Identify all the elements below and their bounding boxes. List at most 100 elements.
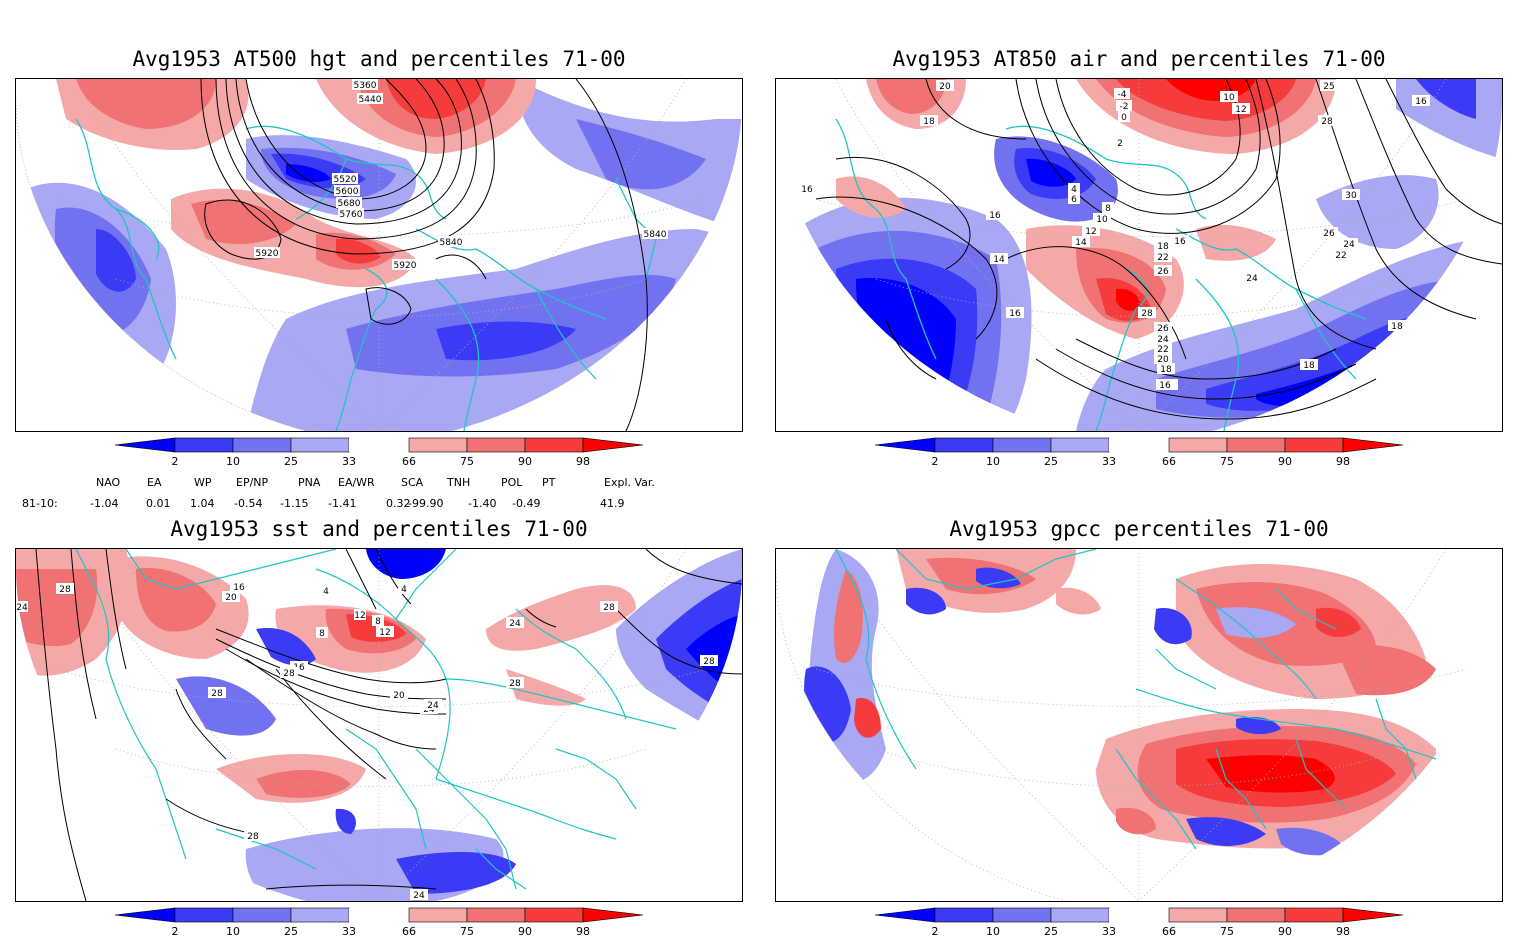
contour-label: 5520	[334, 175, 357, 185]
map-panel-bl: 24 28 16 20 4 8 12 4 8 12 16 20 24 28 28…	[15, 548, 743, 902]
contour-label: 16	[1009, 309, 1021, 319]
contour-label: 18	[1157, 242, 1169, 252]
colorbar-label: 2	[931, 925, 939, 938]
index-header: EA/WR	[338, 476, 375, 489]
colorbar-swatch-2	[992, 437, 1052, 453]
colorbar-label: 33	[342, 455, 356, 468]
index-header: POL	[501, 476, 523, 489]
colorbar-label: 25	[1044, 455, 1058, 468]
colorbar-swatch-0	[114, 907, 176, 923]
colorbar-swatch-2	[232, 907, 292, 923]
colorbar-label: 66	[402, 925, 416, 938]
map-panel-br	[775, 548, 1503, 902]
contour-label: 18	[923, 117, 935, 127]
colorbar-swatch-8	[582, 907, 644, 923]
index-value: 1.04	[190, 497, 215, 510]
contour-label: 20	[1157, 355, 1169, 365]
contour-label: 4	[1071, 185, 1077, 195]
contour-label: 5600	[336, 187, 359, 197]
contour-label: 30	[1345, 191, 1357, 201]
contour-label: 28	[509, 679, 521, 689]
colorbar-label: 66	[402, 455, 416, 468]
contour-label: 12	[1085, 227, 1096, 237]
index-value: 0.32	[386, 497, 411, 510]
contour-label: 5760	[340, 210, 363, 220]
colorbar-label: 98	[1336, 455, 1350, 468]
contour-label: 28	[603, 603, 615, 613]
contour-label: 28	[703, 657, 715, 667]
colorbar-label: 75	[1220, 925, 1234, 938]
index-header: EA	[147, 476, 162, 489]
contour-label: 6	[1071, 195, 1077, 205]
colorbar-label: 25	[284, 455, 298, 468]
contour-label: 28	[59, 585, 71, 595]
contour-label: 24	[509, 619, 521, 629]
colorbar-swatch-5	[408, 437, 468, 453]
contour-label: 12	[1235, 105, 1246, 115]
contour-label: 22	[1335, 251, 1346, 261]
colorbar-label: 90	[518, 455, 532, 468]
colorbar-tl: 2 10 25 33 66 75 90 98	[114, 437, 644, 470]
colorbar-swatch-8	[1342, 437, 1404, 453]
index-header: EP/NP	[236, 476, 269, 489]
colorbar-swatch-4	[1109, 438, 1169, 452]
index-header: TNH	[447, 476, 471, 489]
colorbar-swatch-7	[1284, 907, 1344, 923]
colorbar-swatch-1	[934, 907, 994, 923]
colorbar-swatches	[114, 907, 644, 923]
colorbar-swatch-6	[1226, 437, 1286, 453]
colorbar-swatch-7	[1284, 437, 1344, 453]
colorbar-swatch-0	[114, 437, 176, 453]
map-panel-tr: 20 18 16 16 -4 -2 0 2 4 6 8 10 12 14 16 …	[775, 78, 1503, 432]
contour-label: 10	[1096, 215, 1108, 225]
colorbar-label: 25	[1044, 925, 1058, 938]
colorbar-swatch-0	[874, 437, 936, 453]
contour-label: 24	[1157, 335, 1169, 345]
contour-label: 16	[293, 663, 305, 673]
contour-label: 18	[1303, 361, 1315, 371]
colorbar-swatch-5	[1168, 437, 1228, 453]
contour-label: 18	[1160, 365, 1172, 375]
contour-label: 26	[1323, 229, 1335, 239]
index-value: -1.40	[468, 497, 497, 510]
contour-label: 5920	[256, 249, 279, 259]
panel-title-tl: Avg1953 AT500 hgt and percentiles 71-00	[132, 47, 626, 71]
index-value: -0.54	[234, 497, 263, 510]
contour-label: 8	[1105, 204, 1111, 214]
colorbar-swatches	[874, 907, 1404, 923]
colorbar-swatch-3	[290, 437, 350, 453]
contour-label: 5360	[354, 81, 377, 91]
percentile-shading	[804, 549, 1436, 856]
colorbar-swatch-3	[1050, 907, 1110, 923]
contour-label: 24	[1246, 274, 1258, 284]
contour-labels: 20 18 16 16 -4 -2 0 2 4 6 8 10 12 14 16 …	[798, 80, 1430, 391]
colorbar-label: 2	[931, 455, 939, 468]
index-value: -99.90	[408, 497, 444, 510]
contour-label: 24	[1343, 240, 1355, 250]
contour-labels: 5360 5440 5520 5600 5680 5760 5920 5920 …	[254, 79, 668, 271]
contour-label: 16	[1174, 237, 1186, 247]
colorbar-bl: 2 10 25 33 66 75 90 98	[114, 907, 644, 940]
contour-label: 8	[375, 617, 381, 627]
contour-label: 28	[1321, 117, 1333, 127]
colorbar-swatch-0	[874, 907, 936, 923]
contour-label: 20	[939, 82, 951, 92]
contour-label: 14	[993, 255, 1005, 265]
index-value: -1.15	[280, 497, 309, 510]
colorbar-label: 2	[171, 455, 179, 468]
contour-label: 4	[401, 585, 407, 595]
contour-label: 16	[989, 211, 1001, 221]
contour-label: 26	[1157, 324, 1169, 334]
colorbar-label: 75	[460, 455, 474, 468]
colorbar-label: 75	[1220, 455, 1234, 468]
contour-label: 12	[354, 611, 365, 621]
colorbar-swatch-2	[992, 907, 1052, 923]
colorbar-label: 98	[576, 455, 590, 468]
index-header: PT	[542, 476, 556, 489]
colorbar-swatch-1	[174, 907, 234, 923]
contour-label: 2	[1117, 139, 1123, 149]
contour-label: -2	[1120, 102, 1129, 112]
colorbar-swatch-1	[934, 437, 994, 453]
colorbar-label: 25	[284, 925, 298, 938]
contour-label: 28	[247, 832, 259, 842]
